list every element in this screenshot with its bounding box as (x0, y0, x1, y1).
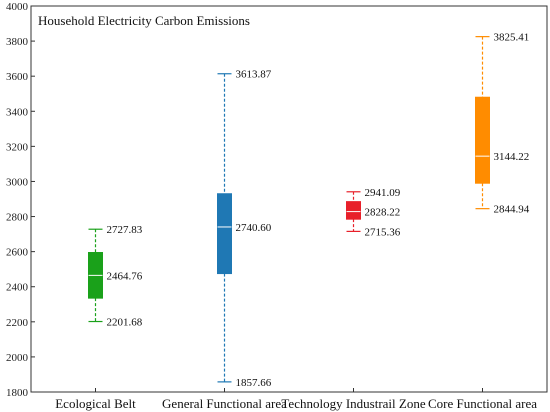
min-value-label: 2844.94 (494, 204, 530, 216)
y-tick-label: 2200 (6, 317, 29, 329)
x-category-label: General Functional area (162, 396, 287, 411)
max-value-label: 3825.41 (494, 32, 530, 44)
box-series: 2727.83 2464.76 2201.68 3613.87 2740.60 1857.… (88, 32, 530, 389)
y-tick-label: 3400 (6, 106, 29, 118)
y-tick-label: 2000 (6, 352, 29, 364)
y-tick-label: 3800 (6, 36, 29, 48)
x-axis: Ecological Belt General Functional areaTe… (55, 388, 537, 411)
max-value-label: 2941.09 (365, 187, 401, 199)
iqr-box (217, 193, 232, 275)
y-axis: 1800 2000 2200 2400 2600 2800 3000 3200 3400 3600… (6, 1, 35, 399)
y-tick-label: 1800 (6, 387, 29, 399)
y-tick-label: 2400 (6, 282, 29, 294)
y-tick-label: 2600 (6, 247, 29, 259)
max-value-label: 2727.83 (107, 224, 143, 236)
y-tick-label: 3000 (6, 176, 29, 188)
median-value-label: 2828.22 (365, 207, 401, 219)
median-value-label: 2740.60 (236, 222, 272, 234)
chart-title: Household Electricity Carbon Emissions (38, 13, 250, 28)
y-tick-label: 2800 (6, 212, 29, 224)
iqr-box (475, 96, 490, 184)
iqr-box (346, 201, 361, 220)
y-tick-label: 3600 (6, 71, 29, 83)
box-3: 2941.09 2828.22 2715.36 (346, 187, 401, 238)
max-value-label: 3613.87 (236, 69, 272, 81)
y-tick-label: 3200 (6, 141, 29, 153)
box-4: 3825.41 3144.22 2844.94 (475, 32, 530, 216)
median-value-label: 3144.22 (494, 151, 530, 163)
min-value-label: 2201.68 (107, 317, 143, 329)
y-tick-label: 4000 (6, 1, 29, 13)
plot-frame (30, 5, 548, 393)
min-value-label: 1857.66 (236, 377, 272, 389)
x-category-label: Technology Industrail Zone (281, 396, 425, 411)
median-value-label: 2464.76 (107, 270, 143, 282)
box-1: 2727.83 2464.76 2201.68 (88, 224, 143, 329)
x-category-label: Core Functional area (428, 396, 537, 411)
min-value-label: 2715.36 (365, 226, 401, 238)
x-category-label: Ecological Belt (55, 396, 136, 411)
box-2: 3613.87 2740.60 1857.66 (217, 69, 272, 389)
